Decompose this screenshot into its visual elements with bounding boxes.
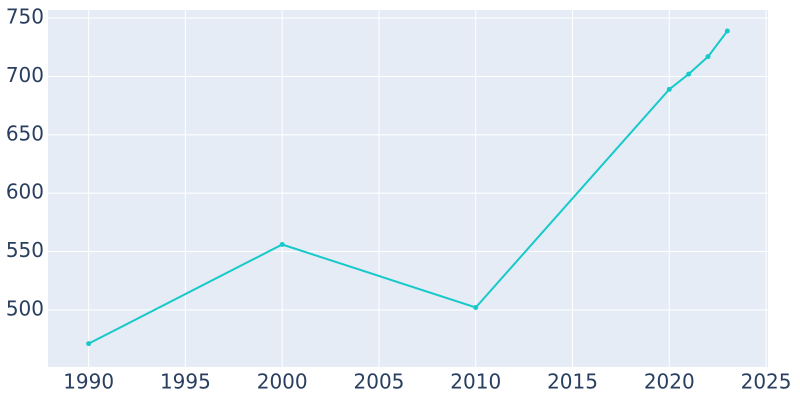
x-tick-label: 2015: [547, 370, 598, 394]
x-tick-label: 1990: [63, 370, 114, 394]
point: [705, 54, 711, 60]
y-tick-label: 650: [6, 121, 44, 145]
x-tick-label: 1995: [160, 370, 211, 394]
x-tick-label: 2005: [354, 370, 405, 394]
x-tick-label: 2000: [257, 370, 308, 394]
y-tick-label: 700: [6, 63, 44, 87]
y-tick-label: 600: [6, 180, 44, 204]
x-tick-label: 2010: [450, 370, 501, 394]
y-tick-label: 500: [6, 296, 44, 320]
point: [686, 71, 692, 77]
y-tick-label: 550: [6, 238, 44, 262]
x-tick-label: 2025: [741, 370, 792, 394]
point: [666, 86, 672, 92]
y-tick-label: 750: [6, 5, 44, 29]
point: [279, 242, 285, 247]
point: [86, 341, 92, 347]
point: [724, 28, 730, 34]
plot-area: [48, 10, 768, 367]
x-tick-label: 2020: [644, 370, 695, 394]
point: [473, 305, 479, 310]
